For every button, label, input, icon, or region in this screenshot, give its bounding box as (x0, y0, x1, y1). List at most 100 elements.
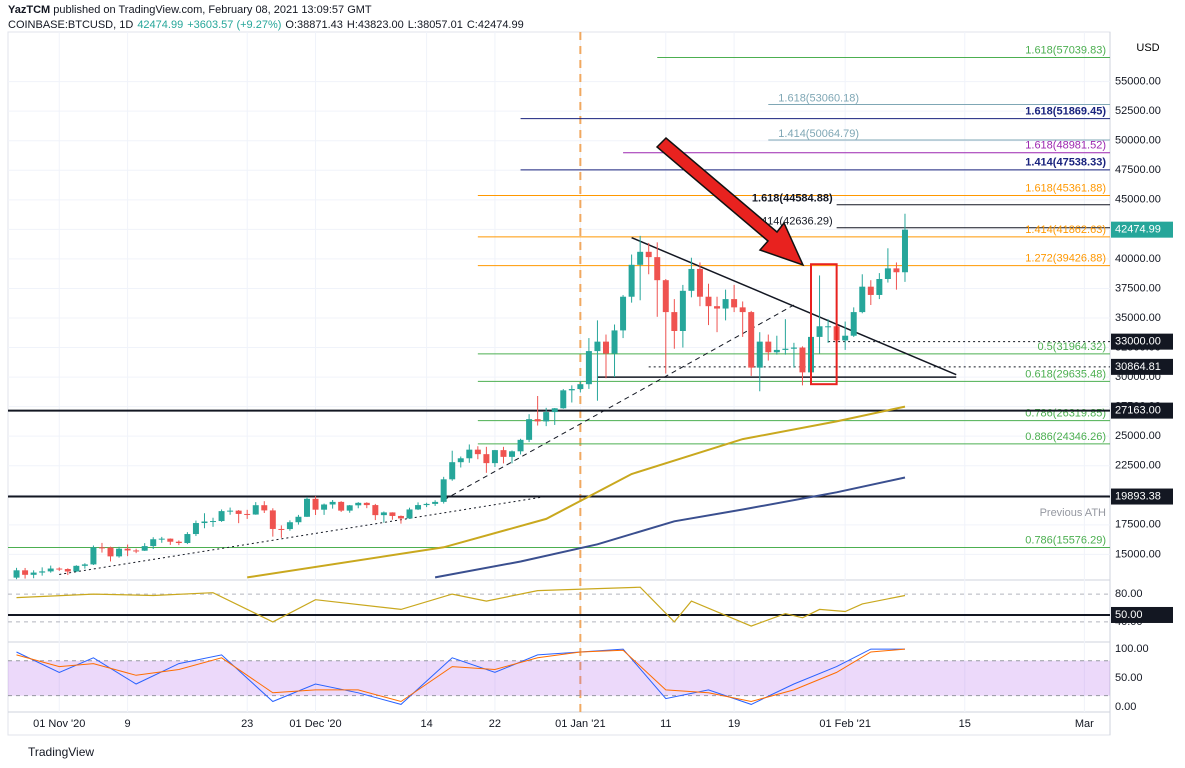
annotation: Previous ATH (1040, 507, 1106, 519)
candle-body (850, 312, 857, 336)
rsi-tag-bg (1111, 606, 1173, 623)
candle-body (739, 307, 746, 313)
candle-body (825, 326, 832, 328)
change: +3603.57 (+9.27%) (187, 19, 282, 31)
candle-body (884, 268, 891, 279)
x-tick-label: Mar (1075, 718, 1094, 730)
candle-body (150, 539, 157, 547)
last-price-tag-bg (1111, 221, 1173, 238)
candle-body (611, 330, 618, 354)
x-tick-label: 9 (125, 718, 131, 730)
published: published on TradingView.com, February 0… (53, 4, 372, 16)
candle-body (534, 419, 541, 422)
price-tag: 27163.00 (1115, 405, 1161, 417)
candle-body (483, 454, 490, 464)
candle-body (201, 521, 208, 524)
candle-body (90, 547, 97, 565)
price-tag: 33000.00 (1115, 336, 1161, 348)
candle-body (107, 547, 114, 557)
candle-body (167, 538, 174, 542)
fib-label: 1.414(50064.79) (778, 128, 859, 140)
x-tick-label: 15 (959, 718, 971, 730)
candle-body (13, 570, 20, 578)
rsi-tick-label: 80.00 (1115, 588, 1143, 600)
candle-body (175, 541, 182, 544)
candle-body (252, 505, 259, 515)
close: C:42474.99 (466, 19, 524, 31)
price-tag-bg (1111, 358, 1173, 375)
candle-body (22, 570, 29, 575)
candle-body (329, 501, 336, 505)
y-tick-label: 55000.00 (1115, 76, 1161, 88)
y-tick-label: 15000.00 (1115, 548, 1161, 560)
candle-body (901, 229, 908, 273)
candle-body (278, 528, 285, 530)
frame (7, 31, 1111, 736)
candle-body (363, 502, 370, 506)
moving-average (247, 405, 906, 579)
candle-body (628, 264, 635, 297)
x-tick-label: 01 Feb '21 (819, 718, 871, 730)
candle-body (457, 458, 464, 463)
candle-body (235, 510, 242, 514)
candle-body (30, 572, 37, 575)
candle-body (517, 439, 524, 452)
highlight-box (810, 263, 838, 386)
candle-body (133, 550, 140, 552)
candle-body (304, 498, 310, 517)
x-tick-label: 22 (489, 718, 501, 730)
candle-body (748, 312, 755, 368)
candle-body (466, 449, 473, 459)
plot: 01 Nov '20 9 23 01 Dec '20 14 22 01 Jan '21 11 1… (8, 32, 1110, 730)
stoch-tick-label: 50.00 (1115, 672, 1143, 684)
fib-label: 1.414(41862.63) (1025, 224, 1106, 236)
arrow (655, 136, 805, 267)
fib-label: 1.618(48981.52) (1025, 140, 1106, 152)
fib-label: 0.786(15576.29) (1025, 534, 1106, 546)
header: YazTCM published on TradingView.com, Feb… (8, 3, 528, 33)
candle-body (568, 389, 575, 391)
candle-body (124, 548, 131, 551)
candle-body (389, 512, 396, 516)
candle-body (543, 412, 550, 422)
fib-label: 0.5(31964.32) (1038, 341, 1107, 353)
candle-body (620, 296, 627, 331)
candle-body (491, 450, 498, 464)
fib-label: 0.786(26319.85) (1025, 407, 1106, 419)
candle-body (526, 419, 533, 440)
candle-body (64, 569, 71, 572)
y-tick-label: 35000.00 (1115, 312, 1161, 324)
y-tick-label: 47500.00 (1115, 164, 1161, 176)
candle-body (423, 503, 430, 506)
fib-label: 1.618(53060.18) (778, 92, 859, 104)
price-tag: 30864.81 (1115, 361, 1161, 373)
candle-body (380, 512, 387, 516)
candle-body (210, 521, 217, 523)
price-tag-bg (1111, 333, 1173, 350)
y-tick-label: 40000.00 (1115, 253, 1161, 265)
price-tag-bg (1111, 488, 1173, 505)
stoch-band (8, 660, 1110, 696)
candle-body (321, 504, 328, 510)
y-tick-label: 37500.00 (1115, 282, 1161, 294)
stoch-tick-label: 100.00 (1115, 643, 1149, 655)
trendline (443, 304, 795, 501)
fib-label: 1.414(42636.29) (752, 216, 833, 228)
symbol: COINBASE:BTCUSD, 1D (8, 19, 134, 31)
y-tick-label: 17500.00 (1115, 519, 1161, 531)
x-tick-label: 14 (420, 718, 432, 730)
candle-body (867, 286, 874, 295)
candle-body (355, 502, 362, 506)
candle-body (346, 505, 353, 511)
candle-body (594, 341, 601, 352)
candle-body (551, 408, 558, 413)
candle-body (286, 522, 293, 530)
candle-body (696, 268, 703, 297)
candle-body (295, 516, 302, 523)
y-tick-label: 50000.00 (1115, 135, 1161, 147)
x-tick-label: 01 Nov '20 (33, 718, 85, 730)
author: YazTCM (8, 4, 51, 16)
candle-body (637, 251, 644, 265)
